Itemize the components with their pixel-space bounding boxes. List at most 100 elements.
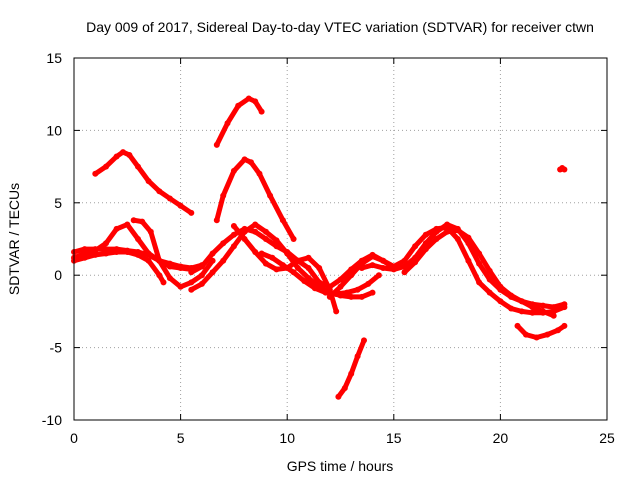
data-point [135,251,141,258]
data-point [486,267,493,274]
data-point [486,276,493,283]
y-tick-label: -10 [42,412,62,428]
data-point [113,225,120,232]
data-point [230,223,237,229]
data-point [279,217,286,224]
data-point [135,163,141,170]
y-tick-label: 5 [54,195,62,211]
data-point [120,149,126,156]
data-point [126,152,133,158]
data-point [92,170,99,177]
series-arc-17 [557,165,568,173]
data-point [341,385,348,392]
data-point [375,272,382,279]
data-point [301,278,308,284]
data-point [444,228,451,235]
data-point [294,265,301,271]
data-point [156,188,163,195]
data-point [544,331,551,338]
data-point [508,292,515,299]
data-point [220,257,227,264]
data-point [209,269,216,276]
data-point [103,240,109,247]
series-arc-5 [92,149,195,216]
series-trace [71,249,166,285]
data-point [497,283,504,290]
data-point [160,279,167,286]
y-axis-label: SDTVAR / TECUs [6,183,22,295]
y-tick-label: 10 [46,122,62,138]
data-point [113,249,120,255]
data-point [476,279,483,286]
x-axis-label: GPS time / hours [287,458,394,474]
data-point [245,95,252,102]
data-point [497,298,504,305]
data-point [476,260,483,267]
series-arc-4 [130,217,216,290]
data-point [433,236,440,242]
data-point [103,246,109,253]
data-point [540,308,546,315]
data-point [422,246,429,253]
data-point [262,260,269,267]
data-point [252,98,259,105]
data-point [166,260,173,267]
data-point [422,231,429,238]
data-point [269,254,276,261]
data-series [71,95,568,400]
data-point [103,250,109,257]
data-point [337,276,344,283]
data-point [343,289,350,296]
data-point [235,102,242,109]
data-point [241,236,248,242]
data-point [224,120,231,127]
chart-title: Day 009 of 2017, Sidereal Day-to-day VTE… [86,19,594,35]
data-point [177,283,184,290]
x-tick-label: 15 [386,430,402,446]
data-point [92,251,99,258]
data-point [348,370,355,377]
series-arc-3 [71,249,167,286]
data-point [550,312,557,319]
axis-ticks: 0 5 10 15 20 25 -10 -5 0 5 10 15 [42,50,615,446]
series-arc-14 [401,227,557,319]
data-point [273,237,280,244]
data-point [354,353,361,360]
data-point [188,209,195,216]
data-point [177,263,184,270]
y-tick-label: -5 [50,340,63,356]
data-point [333,308,340,315]
data-point [166,275,173,282]
data-point [290,236,297,242]
data-point [188,279,195,286]
y-tick-label: 0 [54,267,62,283]
data-point [454,227,461,234]
data-point [273,266,280,273]
data-point [262,236,269,242]
data-point [156,272,163,279]
data-point [252,228,259,235]
data-point [348,293,355,300]
data-point [290,269,297,276]
data-point [156,257,163,264]
data-point [369,289,376,296]
plot-frame [73,57,608,421]
data-point [81,254,88,261]
data-point [380,265,387,271]
y-tick-label: 15 [46,50,62,66]
data-point [220,240,227,247]
data-point [209,250,216,257]
data-point [550,304,557,311]
data-point [518,308,525,315]
data-point [361,337,367,344]
data-point [322,289,329,296]
data-point [241,156,248,163]
data-point [348,272,355,279]
data-point [444,221,451,228]
x-tick-label: 20 [493,430,509,446]
series-arc-11 [258,250,382,297]
data-point [213,141,220,148]
data-point [523,331,529,338]
x-tick-label: 5 [177,430,185,446]
data-point [135,236,141,242]
